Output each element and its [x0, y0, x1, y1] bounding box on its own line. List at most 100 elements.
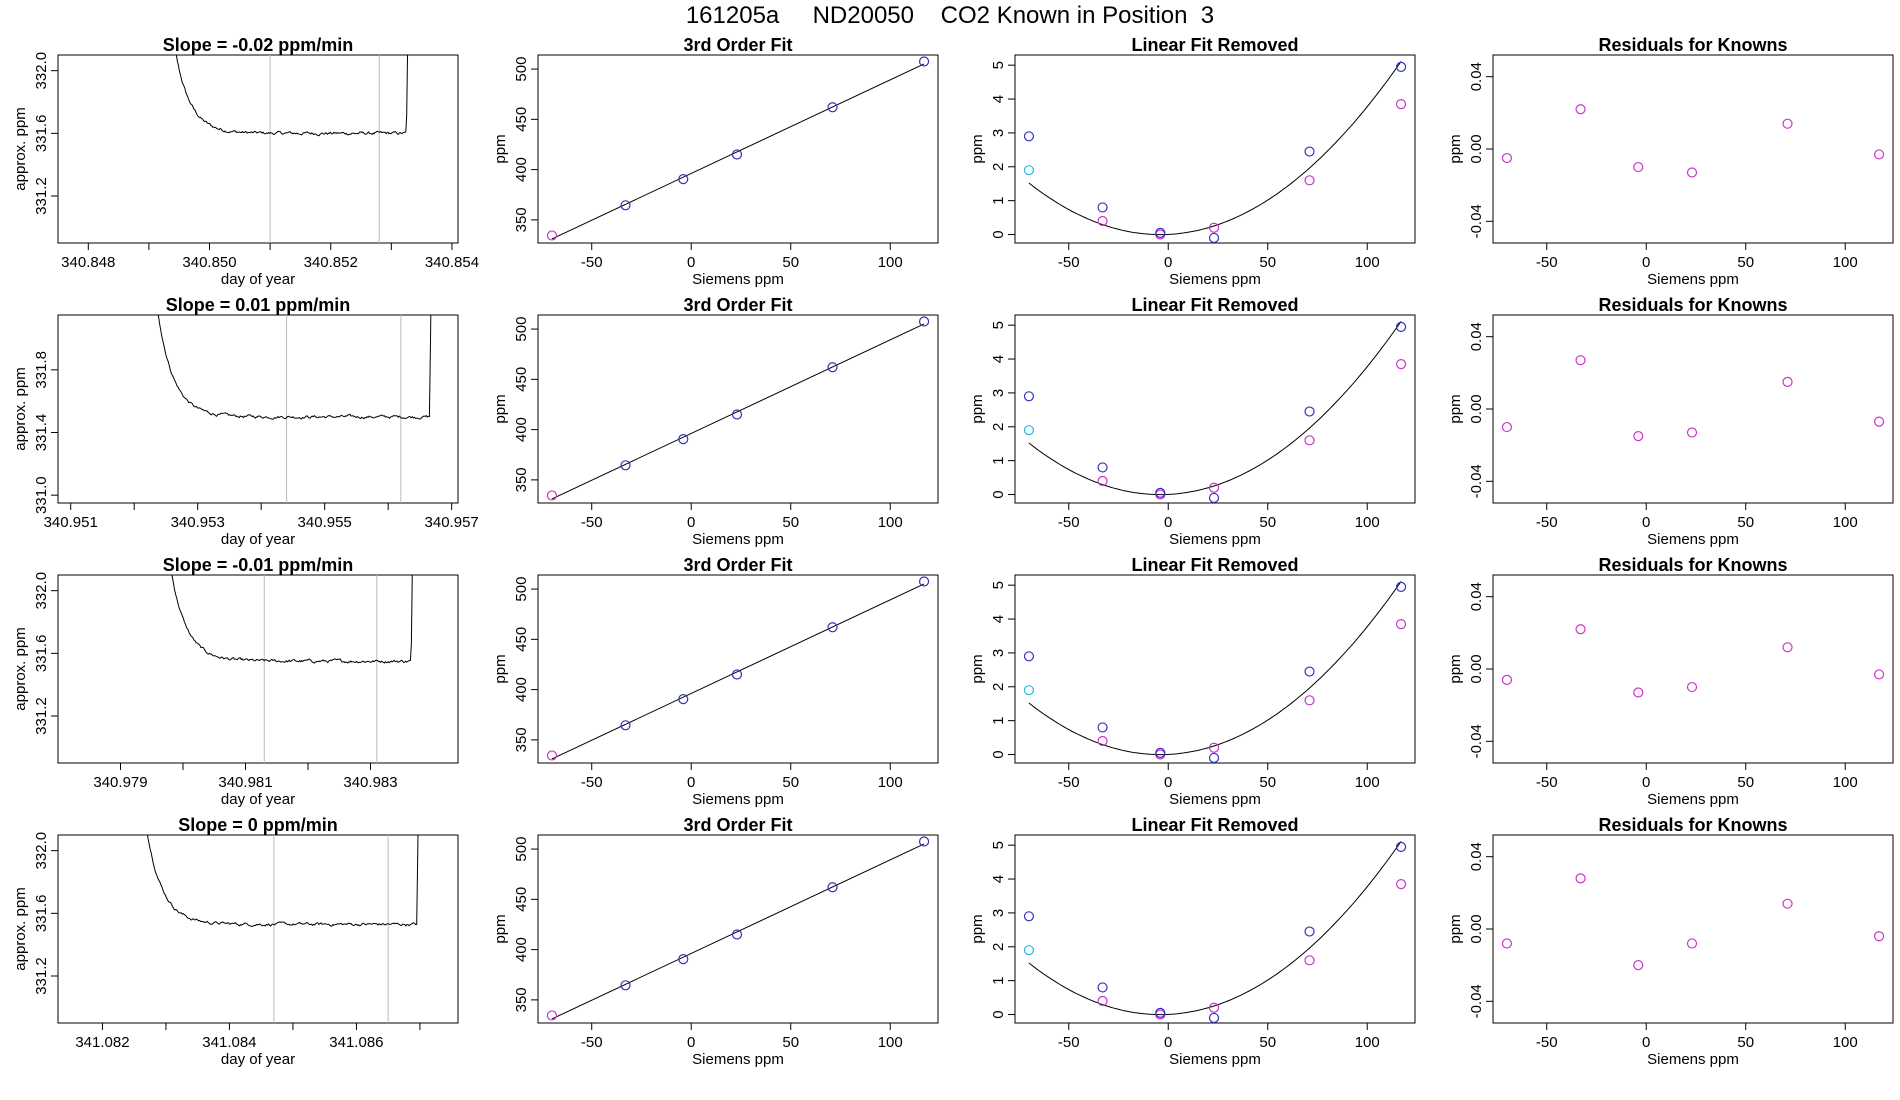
y-axis-label: approx. ppm — [12, 107, 29, 190]
x-axis-label: day of year — [221, 531, 295, 548]
x-tick-label: 340.854 — [425, 254, 479, 271]
time-series-panel: Slope = 0 ppm/min 341.082 341.084 341.086 33… — [12, 815, 459, 1068]
blue-point — [1395, 321, 1407, 332]
x-tick-label: -50 — [1058, 254, 1080, 271]
plot-frame — [1492, 834, 1894, 1024]
residual-point — [1873, 149, 1885, 160]
x-tick-label: 0 — [1642, 774, 1650, 791]
y-tick-label: 331.2 — [33, 697, 50, 735]
x-tick-label: -50 — [1058, 774, 1080, 791]
pink-point — [1208, 222, 1220, 233]
pink-point — [1304, 955, 1315, 966]
y-tick-label: 5 — [990, 581, 1007, 589]
x-axis-label: day of year — [221, 1051, 295, 1068]
plot-area — [1023, 61, 1407, 243]
x-tick-label: 340.852 — [304, 254, 358, 271]
x-tick-label: 100 — [1833, 1034, 1858, 1051]
y-axis-label: ppm — [969, 914, 986, 943]
residual-point — [1633, 687, 1644, 698]
cyan-point — [1023, 165, 1035, 176]
residual-point — [1501, 421, 1513, 433]
residual-point — [1686, 427, 1698, 438]
plot-frame — [1014, 574, 1416, 764]
quadratic-curve — [1028, 321, 1402, 496]
x-tick-label: 340.981 — [218, 774, 272, 791]
y-tick-label: 400 — [513, 417, 530, 442]
plot-frame — [1492, 54, 1894, 244]
blue-point — [1155, 487, 1166, 498]
x-tick-label: 100 — [1355, 254, 1380, 271]
x-axis-label: Siemens ppm — [692, 791, 784, 808]
x-tick-label: 340.850 — [182, 254, 236, 271]
blue-point — [1208, 232, 1220, 243]
x-tick-label: 50 — [782, 1034, 799, 1051]
blue-point — [1097, 722, 1108, 733]
x-tick-label: 341.086 — [329, 1034, 383, 1051]
y-tick-label: 0.00 — [1468, 134, 1485, 163]
x-tick-label: 50 — [1737, 774, 1754, 791]
y-tick-label: 331.8 — [33, 351, 50, 389]
fit-point — [731, 929, 743, 940]
concentration-trace — [175, 55, 409, 137]
x-tick-label: 0 — [687, 1034, 695, 1051]
time-series-panel: Slope = -0.02 ppm/min 340.848 340.850 340.8… — [12, 35, 479, 288]
residual-point — [1501, 938, 1513, 949]
plot-area — [171, 575, 413, 763]
x-axis-label: Siemens ppm — [1169, 1051, 1261, 1068]
blue-point — [1304, 666, 1315, 677]
x-tick-label: 100 — [878, 514, 903, 531]
plot-area — [1501, 104, 1885, 178]
y-tick-label: 4 — [990, 355, 1007, 363]
y-tick-label: 331.4 — [33, 414, 50, 452]
fit-point — [678, 954, 689, 965]
time-series-panel: Slope = 0.01 ppm/min 340.951 340.953 340.95… — [12, 295, 479, 548]
y-tick-label: 5 — [990, 61, 1007, 69]
y-axis-label: approx. ppm — [12, 627, 29, 710]
y-tick-label: 331.6 — [33, 895, 50, 933]
fit-line — [551, 63, 925, 240]
plot-area — [1023, 841, 1407, 1023]
pink-point — [1097, 215, 1108, 227]
x-tick-label: 50 — [1259, 514, 1276, 531]
pink-point — [1097, 475, 1108, 487]
x-tick-label: 0 — [1164, 514, 1172, 531]
y-tick-label: 400 — [513, 677, 530, 702]
y-tick-label: 0.00 — [1468, 654, 1485, 683]
y-tick-label: 450 — [513, 367, 530, 392]
fit-line — [551, 843, 925, 1020]
fit-point — [620, 720, 631, 731]
y-axis-label: ppm — [492, 654, 509, 683]
residual-point — [1501, 152, 1513, 164]
y-tick-label: 5 — [990, 841, 1007, 849]
x-tick-label: 340.848 — [61, 254, 115, 271]
fit-point — [620, 980, 631, 991]
x-tick-label: -50 — [1058, 1034, 1080, 1051]
fit-point — [620, 200, 631, 211]
x-axis-label: Siemens ppm — [1647, 531, 1739, 548]
residual-point — [1633, 161, 1644, 173]
blue-point — [1304, 146, 1315, 157]
cyan-point — [1023, 425, 1035, 436]
fit-line — [551, 323, 925, 500]
x-tick-label: 100 — [1833, 774, 1858, 791]
x-tick-label: 0 — [1164, 1034, 1172, 1051]
x-tick-label: 50 — [1259, 1034, 1276, 1051]
fit-point — [731, 409, 743, 420]
residual-point — [1633, 431, 1644, 442]
plot-frame — [1014, 54, 1416, 244]
y-tick-label: 400 — [513, 157, 530, 182]
fit-point — [546, 230, 558, 241]
plot-frame — [537, 54, 939, 244]
x-axis-label: Siemens ppm — [692, 531, 784, 548]
y-tick-label: 350 — [513, 467, 530, 492]
panel-title: Residuals for Knowns — [1598, 295, 1787, 315]
fit-point — [620, 460, 631, 471]
y-tick-label: 0.04 — [1468, 322, 1485, 351]
panel-title: 3rd Order Fit — [683, 815, 792, 835]
plot-area — [546, 576, 930, 761]
y-axis-label: approx. ppm — [12, 367, 29, 450]
plot-frame — [1492, 574, 1894, 764]
panel-title: Linear Fit Removed — [1131, 35, 1298, 55]
x-axis-label: Siemens ppm — [1647, 791, 1739, 808]
